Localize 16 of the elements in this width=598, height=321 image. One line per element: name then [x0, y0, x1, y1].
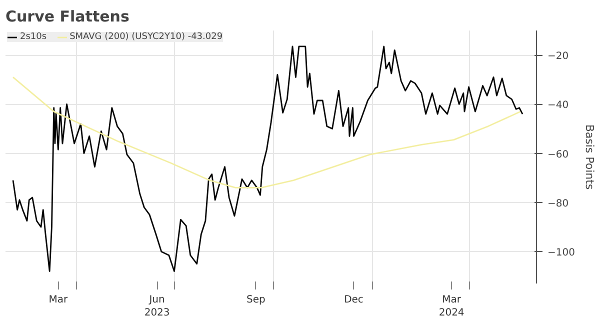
x-tick-label: Jun 2023: [144, 294, 170, 319]
y-tick-label: −100: [548, 248, 575, 259]
y-tick-label: −20: [548, 51, 569, 62]
x-tick-label: Mar 2024: [438, 294, 464, 319]
legend-label: 2s10s: [20, 32, 47, 42]
y-tick-label: −40: [548, 100, 569, 112]
line-series: [12, 76, 522, 188]
x-tick-label: Dec: [344, 294, 364, 306]
legend-label: SMAVG (200) (USYC2Y10) -43.029: [70, 32, 223, 42]
y-tick-label: −80: [548, 198, 569, 210]
chart-title: Curve Flattens: [6, 8, 130, 26]
y-tick-label: −60: [548, 149, 569, 160]
x-tick-label: Sep: [246, 294, 266, 306]
line-series: [12, 46, 524, 272]
x-tick-label: Mar: [48, 294, 68, 306]
y-axis-title: Basis Points: [582, 124, 596, 190]
